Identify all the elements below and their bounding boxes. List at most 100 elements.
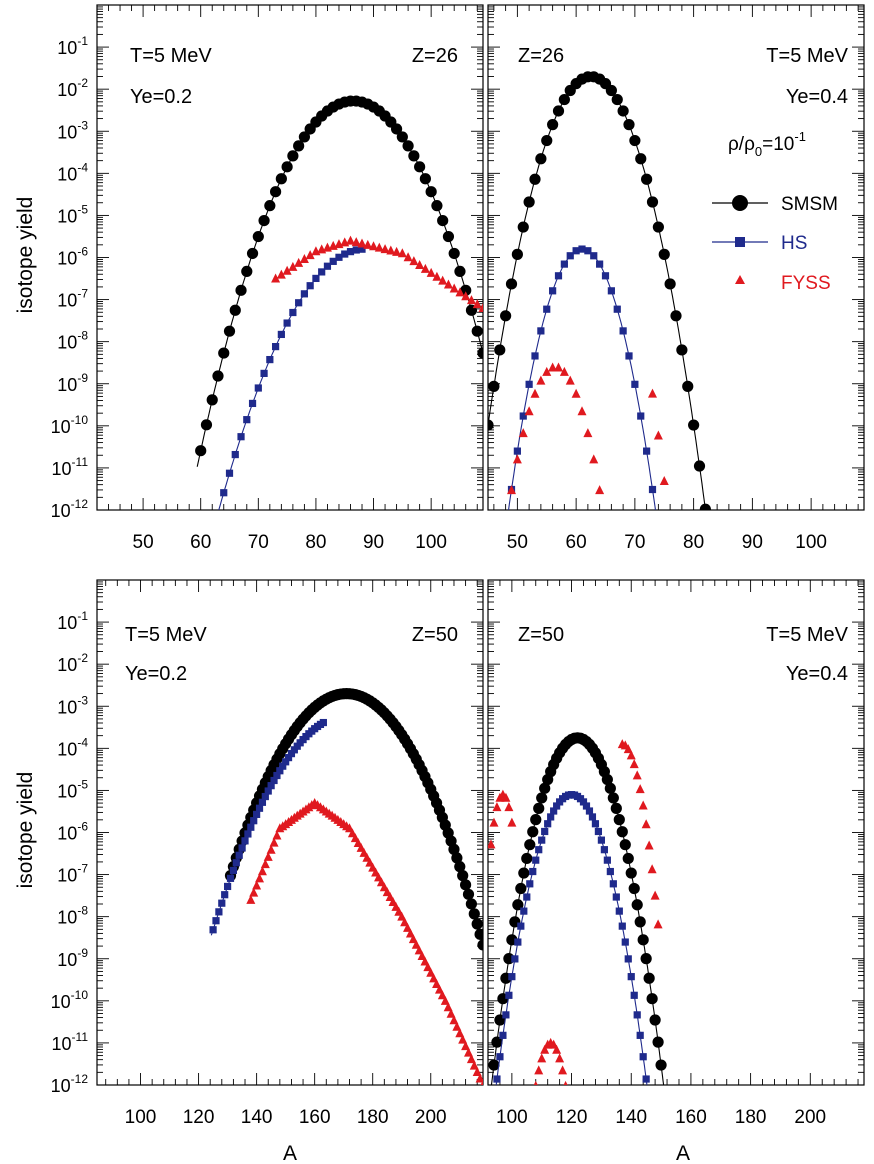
- data-point: [264, 787, 272, 795]
- data-point: [471, 918, 483, 930]
- x-tick-label: 120: [556, 1107, 588, 1128]
- data-point: [261, 792, 269, 801]
- x-tick-label: 70: [248, 532, 269, 553]
- data-point: [649, 1014, 661, 1026]
- panel-annotation: Ye=0.4: [786, 663, 848, 685]
- y-ticks: [488, 6, 864, 511]
- data-point: [252, 230, 264, 243]
- data-point: [263, 851, 273, 861]
- x-tick-label: 80: [305, 532, 326, 553]
- y-tick-label: 10-6: [57, 820, 88, 844]
- data-point: [505, 278, 518, 290]
- data-point: [548, 362, 558, 372]
- data-point: [323, 262, 332, 270]
- data-point: [526, 880, 534, 888]
- data-point: [426, 267, 436, 277]
- y-tick-label: 10-3: [57, 118, 88, 142]
- panel-annotation: Ye=0.4: [786, 86, 848, 108]
- data-point: [432, 271, 442, 281]
- data-point: [402, 140, 414, 152]
- data-point: [500, 310, 512, 322]
- data-point: [533, 1080, 538, 1085]
- data-point: [607, 792, 619, 804]
- data-point: [496, 1053, 504, 1061]
- y-tick-label: 10-12: [51, 497, 89, 521]
- panel-annotation: Z=26: [518, 45, 564, 67]
- x-tick-label: 50: [507, 532, 528, 553]
- data-point: [595, 485, 605, 495]
- y-tick-label: 10-1: [57, 34, 88, 58]
- data-point: [318, 268, 326, 276]
- x-tick-label: 100: [795, 532, 827, 553]
- panel-annotation: T=5 MeV: [766, 45, 848, 67]
- x-tick-label: 140: [615, 1107, 647, 1128]
- legend: ρ/ρ0=10-1 SMSM HS FYSS: [712, 129, 838, 294]
- data-point: [232, 859, 240, 867]
- data-point: [619, 327, 627, 335]
- data-point: [524, 839, 536, 851]
- data-point: [273, 771, 281, 780]
- data-point: [438, 275, 448, 285]
- data-point: [558, 93, 570, 106]
- plot-area: [488, 71, 711, 510]
- data-point: [329, 257, 337, 265]
- x-ticks: [487, 580, 859, 1085]
- data-point: [511, 955, 519, 963]
- data-point: [224, 882, 232, 891]
- data-point: [594, 827, 603, 836]
- data-point: [351, 237, 361, 247]
- data-point: [613, 305, 621, 313]
- data-point: [634, 916, 646, 928]
- data-point: [525, 380, 533, 388]
- data-point: [275, 173, 287, 185]
- data-point: [538, 836, 546, 844]
- data-point: [531, 352, 539, 360]
- x-axis-label-left: A: [283, 1142, 297, 1164]
- data-point: [257, 866, 267, 876]
- data-point: [241, 837, 249, 845]
- data-point: [249, 887, 259, 897]
- data-point: [588, 813, 597, 821]
- data-point: [358, 245, 366, 253]
- data-point: [535, 846, 543, 854]
- data-point: [369, 241, 379, 251]
- data-point: [504, 802, 514, 812]
- data-point: [585, 807, 594, 815]
- data-point: [625, 352, 633, 360]
- data-point: [488, 839, 496, 849]
- data-point: [571, 388, 581, 398]
- data-point: [460, 284, 472, 296]
- data-point: [253, 810, 261, 818]
- data-point: [572, 247, 580, 255]
- data-point: [290, 746, 298, 754]
- y-tick-label: 10-4: [57, 160, 88, 184]
- data-point: [469, 1060, 479, 1070]
- y-axis-label-bottom: isotope yield: [14, 772, 37, 889]
- panel-annotation: Z=50: [518, 624, 564, 646]
- data-point: [655, 1059, 667, 1071]
- data-point: [380, 244, 390, 254]
- data-point: [255, 804, 264, 812]
- legend-fyss-label: FYSS: [781, 273, 831, 294]
- data-point: [627, 973, 635, 981]
- data-point: [606, 867, 614, 876]
- data-point: [466, 295, 476, 305]
- data-point: [252, 880, 262, 890]
- data-point: [523, 196, 535, 208]
- data-point: [300, 290, 309, 298]
- data-point: [451, 852, 463, 864]
- panel-top-left: T=5 MeV Ye=0.2 Z=26: [96, 4, 484, 511]
- data-point: [462, 888, 475, 900]
- data-point: [518, 867, 530, 879]
- series-smsm: [195, 95, 483, 467]
- data-point: [419, 173, 431, 185]
- panel-annotation: Ye=0.2: [130, 86, 192, 108]
- x-ticks: [105, 580, 478, 1085]
- data-point: [215, 908, 223, 916]
- y-tick-label: 10-4: [57, 735, 88, 759]
- data-point: [652, 221, 664, 233]
- data-point: [636, 1031, 644, 1039]
- data-point: [670, 310, 682, 322]
- data-point: [474, 928, 483, 940]
- data-point: [578, 245, 586, 253]
